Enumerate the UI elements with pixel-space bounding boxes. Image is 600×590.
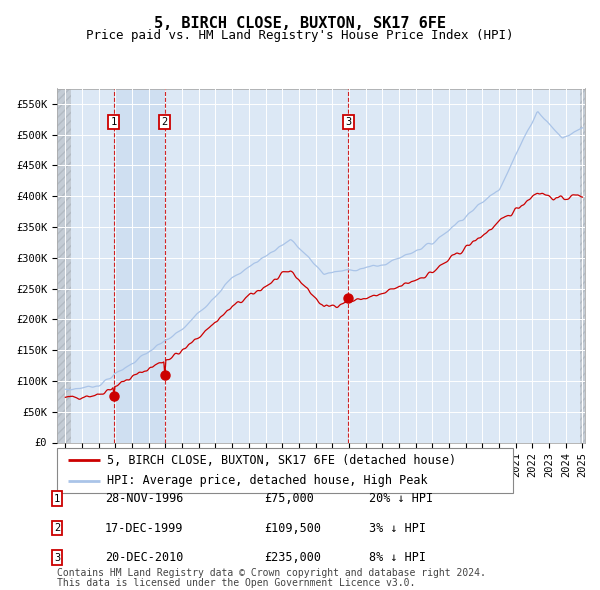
- Text: 1: 1: [111, 117, 117, 127]
- FancyBboxPatch shape: [57, 448, 513, 493]
- Bar: [57, 88, 71, 442]
- Text: £235,000: £235,000: [264, 551, 321, 564]
- Text: This data is licensed under the Open Government Licence v3.0.: This data is licensed under the Open Gov…: [57, 578, 415, 588]
- Text: Price paid vs. HM Land Registry's House Price Index (HPI): Price paid vs. HM Land Registry's House …: [86, 30, 514, 42]
- Text: 17-DEC-1999: 17-DEC-1999: [105, 522, 184, 535]
- Text: 3% ↓ HPI: 3% ↓ HPI: [369, 522, 426, 535]
- Text: 5, BIRCH CLOSE, BUXTON, SK17 6FE: 5, BIRCH CLOSE, BUXTON, SK17 6FE: [154, 16, 446, 31]
- Text: 8% ↓ HPI: 8% ↓ HPI: [369, 551, 426, 564]
- Text: 2: 2: [54, 523, 60, 533]
- Text: £109,500: £109,500: [264, 522, 321, 535]
- Text: HPI: Average price, detached house, High Peak: HPI: Average price, detached house, High…: [107, 474, 428, 487]
- Text: 5, BIRCH CLOSE, BUXTON, SK17 6FE (detached house): 5, BIRCH CLOSE, BUXTON, SK17 6FE (detach…: [107, 454, 456, 467]
- Text: 28-NOV-1996: 28-NOV-1996: [105, 492, 184, 505]
- Text: 20-DEC-2010: 20-DEC-2010: [105, 551, 184, 564]
- Text: 3: 3: [345, 117, 352, 127]
- Bar: [580, 88, 591, 442]
- Text: 20% ↓ HPI: 20% ↓ HPI: [369, 492, 433, 505]
- Text: 1: 1: [54, 494, 60, 503]
- Text: Contains HM Land Registry data © Crown copyright and database right 2024.: Contains HM Land Registry data © Crown c…: [57, 568, 486, 578]
- Bar: [114, 88, 165, 442]
- Text: £75,000: £75,000: [264, 492, 314, 505]
- Text: 2: 2: [161, 117, 168, 127]
- Text: 3: 3: [54, 553, 60, 562]
